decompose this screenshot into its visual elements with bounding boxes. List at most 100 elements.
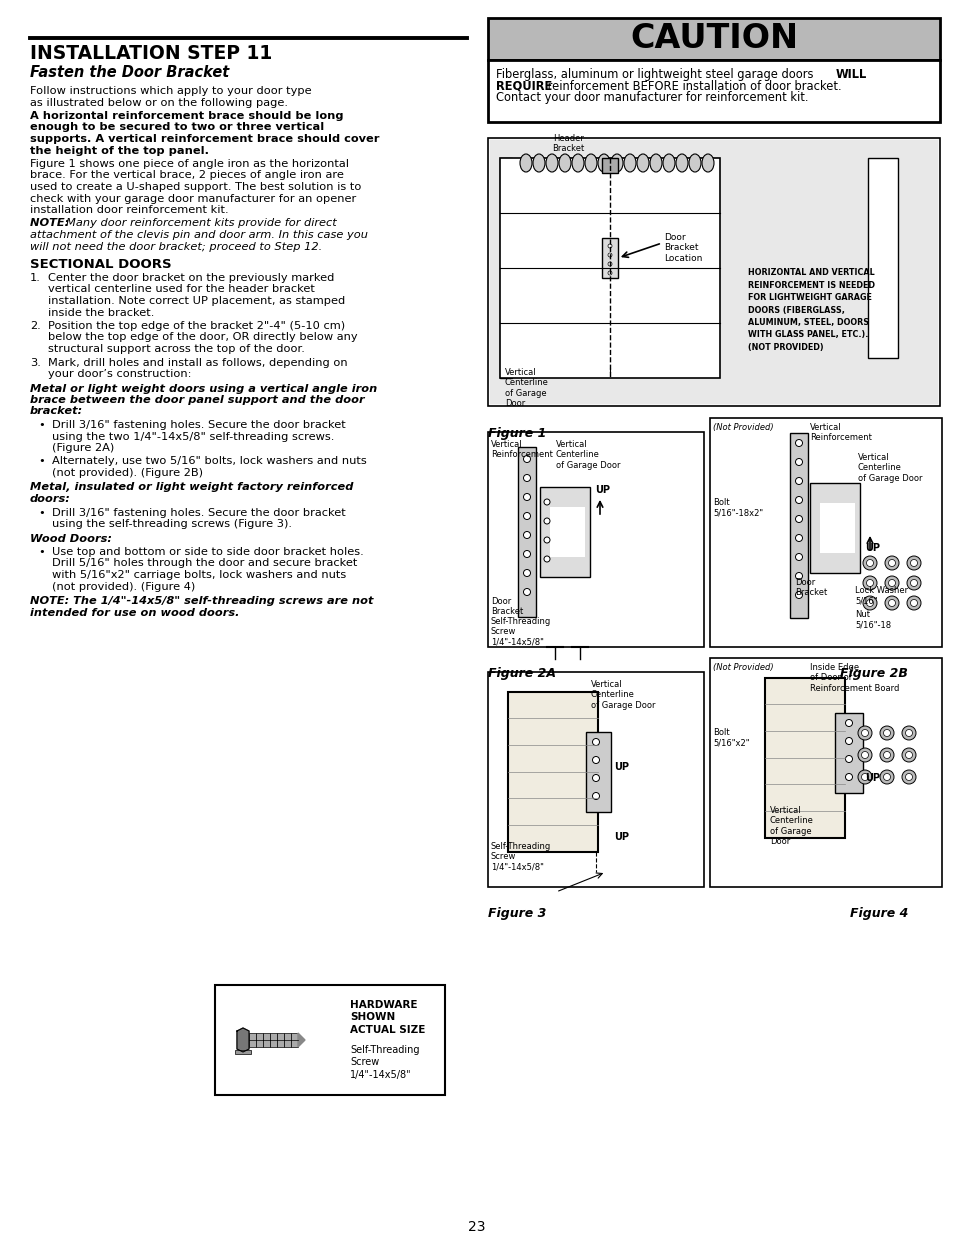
Text: below the top edge of the door, OR directly below any: below the top edge of the door, OR direc… xyxy=(48,332,357,342)
Ellipse shape xyxy=(592,739,598,746)
Text: (not provided). (Figure 4): (not provided). (Figure 4) xyxy=(52,582,195,592)
Text: Lock Washer
5/16": Lock Washer 5/16" xyxy=(854,585,907,605)
Ellipse shape xyxy=(901,769,915,784)
Ellipse shape xyxy=(906,556,920,571)
Text: brace between the door panel support and the door: brace between the door panel support and… xyxy=(30,395,364,405)
Bar xyxy=(255,1032,263,1047)
Ellipse shape xyxy=(884,597,898,610)
Bar xyxy=(601,158,618,173)
Ellipse shape xyxy=(543,556,550,562)
Text: used to create a U-shaped support. The best solution is to: used to create a U-shaped support. The b… xyxy=(30,182,361,191)
Text: Figure 4: Figure 4 xyxy=(849,906,907,920)
Text: brace. For the vertical brace, 2 pieces of angle iron are: brace. For the vertical brace, 2 pieces … xyxy=(30,170,343,180)
Text: structural support across the top of the door.: structural support across the top of the… xyxy=(48,345,305,354)
Text: Vertical
Reinforcement: Vertical Reinforcement xyxy=(491,440,553,459)
Ellipse shape xyxy=(906,597,920,610)
Text: Fiberglass, aluminum or lightweight steel garage doors: Fiberglass, aluminum or lightweight stee… xyxy=(496,68,817,82)
Ellipse shape xyxy=(795,573,801,579)
Bar xyxy=(490,140,937,404)
Text: enough to be secured to two or three vertical: enough to be secured to two or three ver… xyxy=(30,122,324,132)
Bar xyxy=(809,483,859,573)
Ellipse shape xyxy=(533,154,544,172)
Text: WILL: WILL xyxy=(835,68,866,82)
Text: Door
Bracket: Door Bracket xyxy=(491,597,522,616)
Text: as illustrated below or on the following page.: as illustrated below or on the following… xyxy=(30,98,288,107)
Text: UP: UP xyxy=(864,773,879,783)
Ellipse shape xyxy=(523,551,530,557)
Text: Door
Bracket
Location: Door Bracket Location xyxy=(663,233,701,263)
Text: Metal, insulated or light weight factory reinforced: Metal, insulated or light weight factory… xyxy=(30,483,353,493)
Text: Vertical
Reinforcement: Vertical Reinforcement xyxy=(809,424,871,442)
Text: Follow instructions which apply to your door type: Follow instructions which apply to your … xyxy=(30,86,312,96)
Text: Vertical
Centerline
of Garage Door: Vertical Centerline of Garage Door xyxy=(590,680,655,710)
Ellipse shape xyxy=(523,569,530,577)
Bar xyxy=(820,503,854,553)
Ellipse shape xyxy=(882,752,889,758)
Text: Center the door bracket on the previously marked: Center the door bracket on the previousl… xyxy=(48,273,334,283)
Text: the height of the top panel.: the height of the top panel. xyxy=(30,146,209,156)
Ellipse shape xyxy=(844,773,852,781)
Text: bracket:: bracket: xyxy=(30,406,83,416)
Ellipse shape xyxy=(887,559,895,567)
Ellipse shape xyxy=(904,730,911,736)
Text: vertical centerline used for the header bracket: vertical centerline used for the header … xyxy=(48,284,314,294)
Ellipse shape xyxy=(543,499,550,505)
Text: SECTIONAL DOORS: SECTIONAL DOORS xyxy=(30,258,172,270)
Text: •: • xyxy=(38,547,45,557)
Text: doors:: doors: xyxy=(30,494,71,504)
Ellipse shape xyxy=(523,589,530,595)
Text: reinforcement BEFORE installation of door bracket.: reinforcement BEFORE installation of doo… xyxy=(543,79,841,93)
Bar xyxy=(764,678,844,839)
Text: Alternately, use two 5/16" bolts, lock washers and nuts: Alternately, use two 5/16" bolts, lock w… xyxy=(52,457,366,467)
Text: installation. Note correct UP placement, as stamped: installation. Note correct UP placement,… xyxy=(48,296,345,306)
Text: using the self-threading screws (Figure 3).: using the self-threading screws (Figure … xyxy=(52,519,292,529)
Bar xyxy=(488,672,703,887)
Text: installation door reinforcement kit.: installation door reinforcement kit. xyxy=(30,205,229,215)
Text: Figure 2B: Figure 2B xyxy=(840,667,907,680)
Bar xyxy=(284,1032,291,1047)
Text: (Not Provided): (Not Provided) xyxy=(712,663,773,672)
Text: Self-Threading
Screw
1/4"-14x5/8": Self-Threading Screw 1/4"-14x5/8" xyxy=(350,1045,419,1079)
Ellipse shape xyxy=(844,737,852,745)
Ellipse shape xyxy=(598,154,609,172)
Text: Metal or light weight doors using a vertical angle iron: Metal or light weight doors using a vert… xyxy=(30,384,376,394)
Text: Self-Threading
Screw
1/4"-14x5/8": Self-Threading Screw 1/4"-14x5/8" xyxy=(491,618,551,647)
Ellipse shape xyxy=(904,773,911,781)
Ellipse shape xyxy=(523,456,530,462)
Text: Vertical
Centerline
of Garage
Door: Vertical Centerline of Garage Door xyxy=(504,368,548,409)
Ellipse shape xyxy=(519,154,532,172)
Bar xyxy=(834,713,862,793)
Bar xyxy=(507,692,598,852)
Ellipse shape xyxy=(637,154,648,172)
Text: Door
Bracket: Door Bracket xyxy=(794,578,826,598)
Text: CAUTION: CAUTION xyxy=(629,22,798,56)
Ellipse shape xyxy=(909,599,917,606)
Text: check with your garage door manufacturer for an opener: check with your garage door manufacturer… xyxy=(30,194,355,204)
Text: REQUIRE: REQUIRE xyxy=(496,79,552,93)
Bar xyxy=(263,1032,270,1047)
Text: Self-Threading
Screw
1/4"-14x5/8": Self-Threading Screw 1/4"-14x5/8" xyxy=(491,842,551,872)
Text: Mark, drill holes and install as follows, depending on: Mark, drill holes and install as follows… xyxy=(48,357,347,368)
Ellipse shape xyxy=(688,154,700,172)
Text: UP: UP xyxy=(864,543,879,553)
Ellipse shape xyxy=(882,730,889,736)
Ellipse shape xyxy=(701,154,713,172)
Text: Bolt
5/16"x2": Bolt 5/16"x2" xyxy=(712,727,749,747)
Text: 2.: 2. xyxy=(30,321,41,331)
Bar xyxy=(539,487,589,577)
Ellipse shape xyxy=(862,597,876,610)
Ellipse shape xyxy=(879,748,893,762)
Text: Vertical
Centerline
of Garage
Door: Vertical Centerline of Garage Door xyxy=(769,806,813,846)
Ellipse shape xyxy=(795,440,801,447)
Text: Wood Doors:: Wood Doors: xyxy=(30,534,112,543)
Bar xyxy=(249,1032,255,1047)
Text: Drill 3/16" fastening holes. Secure the door bracket: Drill 3/16" fastening holes. Secure the … xyxy=(52,420,345,430)
Text: Nut
5/16"-18: Nut 5/16"-18 xyxy=(854,610,890,630)
Bar xyxy=(291,1032,297,1047)
Bar xyxy=(234,1050,251,1053)
Bar xyxy=(499,158,720,378)
Ellipse shape xyxy=(795,515,801,522)
Bar xyxy=(488,138,939,406)
Text: attachment of the clevis pin and door arm. In this case you: attachment of the clevis pin and door ar… xyxy=(30,230,368,240)
Ellipse shape xyxy=(906,576,920,590)
